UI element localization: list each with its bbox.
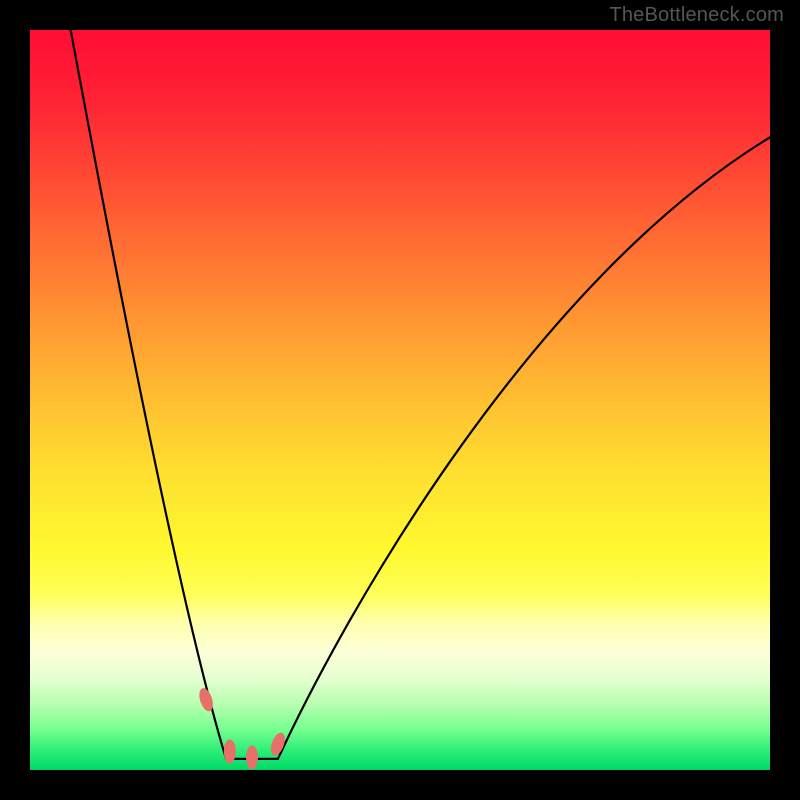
chart-marker xyxy=(197,686,216,713)
chart-plot-area xyxy=(30,30,770,770)
watermark-text: TheBottleneck.com xyxy=(609,4,784,27)
chart-marker xyxy=(224,740,236,764)
chart-marker xyxy=(268,731,287,758)
chart-marker xyxy=(246,745,258,769)
chart-markers xyxy=(30,30,770,770)
